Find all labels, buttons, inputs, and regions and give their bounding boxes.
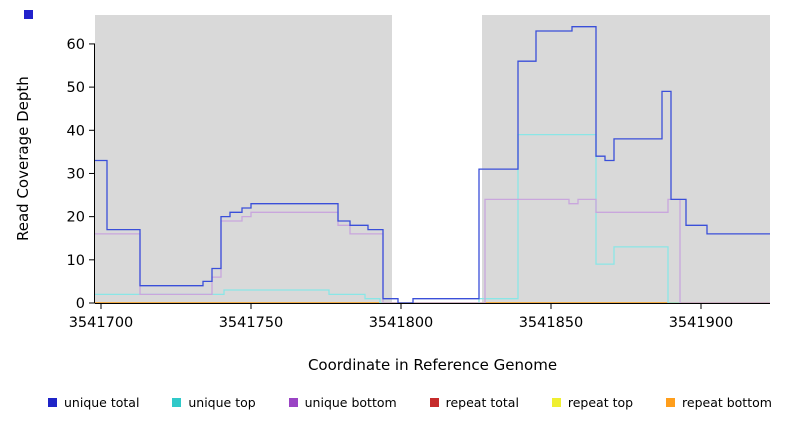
x-tick-label: 3541900	[669, 315, 734, 331]
legend-swatch-unique-bottom	[288, 398, 298, 407]
series-unique-bottom	[95, 198, 770, 304]
legend-label-unique-total: unique total	[64, 395, 140, 410]
legend: unique total unique top unique bottom repea…	[48, 395, 772, 410]
legend-swatch-repeat-bottom	[666, 398, 676, 407]
panel-right-gray	[482, 15, 770, 303]
y-tick-label: 0	[76, 296, 85, 312]
x-tick-label: 3541700	[69, 315, 134, 331]
series-unique-top	[95, 133, 770, 304]
legend-label-unique-top: unique top	[188, 395, 256, 410]
legend-swatch-unique-total	[48, 398, 57, 407]
legend-item-repeat-bottom: repeat bottom	[666, 395, 772, 410]
x-tick-label: 3541850	[519, 315, 584, 331]
y-tick-label: 10	[67, 253, 85, 269]
y-tick-label: 30	[67, 166, 85, 182]
x-axis-title: Coordinate in Reference Genome	[307, 356, 558, 374]
y-tick-label: 20	[67, 210, 85, 226]
legend-label-unique-bottom: unique bottom	[304, 395, 397, 410]
series-unique-total	[95, 26, 770, 304]
y-tick-label: 40	[67, 123, 85, 139]
legend-item-repeat-top: repeat top	[551, 395, 634, 410]
legend-label-repeat-total: repeat total	[445, 395, 519, 410]
legend-label-repeat-bottom: repeat bottom	[682, 395, 772, 410]
legend-item-unique-total: unique total	[48, 395, 139, 410]
legend-swatch-repeat-top	[551, 398, 561, 407]
legend-label-repeat-top: repeat top	[567, 395, 634, 410]
y-tick-label: 50	[67, 80, 85, 96]
corner-marker	[24, 10, 33, 19]
legend-item-unique-bottom: unique bottom	[288, 395, 397, 410]
legend-swatch-repeat-total	[429, 398, 439, 407]
legend-swatch-unique-top	[172, 398, 182, 407]
x-tick-label: 3541750	[219, 315, 284, 331]
x-tick-label: 3541800	[369, 315, 434, 331]
legend-item-unique-top: unique top	[172, 395, 256, 410]
y-axis-title: Read Coverage Depth	[14, 76, 32, 242]
panel-left-gray	[95, 15, 392, 303]
y-tick-label: 60	[67, 37, 85, 53]
legend-item-repeat-total: repeat total	[429, 395, 519, 410]
